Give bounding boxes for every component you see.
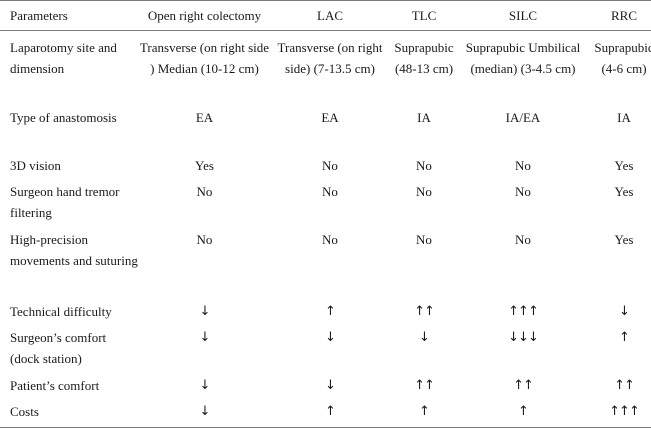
arrow-indicator: ↓ [199,378,211,393]
arrow-indicator: ↓ [325,378,336,393]
row-label: High-precision movements and suturing [10,232,138,268]
table-cell: No [196,232,213,247]
row-label: Laparotomy site and dimension [10,40,117,76]
table-cell: Yes [614,184,634,199]
row-label: Patient’s comfort [10,378,100,393]
header-tlc: TLC [389,0,459,31]
row-label: 3D vision [10,158,61,173]
table-row: Type of anastomosis EA EA IA IA/EA IA [0,105,651,153]
table-header-row: Parameters Open right colectomy LAC TLC … [0,0,651,31]
arrow-indicator: ↑↑ [414,304,435,319]
table-cell: No [322,232,338,247]
arrow-indicator: ↓ [138,399,271,428]
arrow-indicator: ↓↓↓ [508,330,539,345]
table-cell: Suprapubic (48-13 cm) [394,40,454,76]
arrow-indicator: ↑↑ [614,378,635,393]
arrow-indicator: ↓ [419,330,430,345]
table-cell: No [416,158,432,173]
table-row: Surgeon’s comfort (dock station) ↓ ↓ ↓ ↓… [0,325,651,373]
row-label: Costs [0,399,138,428]
row-label: Surgeon hand tremor filtering [10,184,120,220]
table-cell: No [515,158,531,173]
arrow-indicator: ↓ [619,304,630,319]
arrow-indicator: ↓ [199,330,211,345]
header-silc: SILC [459,0,587,31]
table-cell: No [322,158,338,173]
table-cell: Suprapubic (4-6 cm) [594,40,651,76]
table-cell: EA [321,110,339,125]
table-row: Technical difficulty ↓ ↑ ↑↑ ↑↑↑ ↓ [0,299,651,325]
table-cell: No [416,232,432,247]
table-cell: IA/EA [505,110,541,125]
table-row: Patient’s comfort ↓ ↓ ↑↑ ↑↑ ↑↑ [0,373,651,399]
table-cell: Transverse (on right side) (7-13.5 cm) [277,40,383,76]
table-cell: EA [195,110,214,125]
arrow-indicator: ↑ [325,304,336,319]
table-row: Surgeon hand tremor filtering No No No N… [0,179,651,227]
table-cell: No [515,184,531,199]
table-cell: IA [617,110,631,125]
arrow-indicator: ↑ [459,399,587,428]
table-cell: No [322,184,338,199]
header-open-right-colectomy: Open right colectomy [138,0,271,31]
table-cell: No [416,184,432,199]
table-cell: No [515,232,531,247]
table-cell: No [196,184,213,199]
table-cell: Suprapubic Umbilical (median) (3-4.5 cm) [465,40,581,76]
arrow-indicator: ↑↑ [513,378,534,393]
table-row: Costs ↓ ↑ ↑ ↑ ↑↑↑ [0,399,651,428]
arrow-indicator: ↑ [271,399,389,428]
table-cell: Yes [614,158,634,173]
table-row: 3D vision Yes No No No Yes [0,153,651,179]
arrow-indicator: ↑↑ [414,378,435,393]
arrow-indicator: ↑↑↑ [508,304,539,319]
table-cell: IA [417,110,431,125]
table-cell: Yes [195,158,214,173]
arrow-indicator: ↓ [199,304,211,319]
header-rrc: RRC [587,0,651,31]
arrow-indicator: ↓ [325,330,336,345]
arrow-indicator: ↑ [619,330,630,345]
row-label: Surgeon’s comfort (dock station) [10,330,107,366]
header-parameters: Parameters [0,0,138,31]
arrow-indicator: ↑ [389,399,459,428]
table-row: High-precision movements and suturing No… [0,227,651,299]
arrow-indicator: ↑↑↑ [587,399,651,428]
table-cell: Yes [614,232,634,247]
table-row: Laparotomy site and dimension Transverse… [0,31,651,106]
header-lac: LAC [271,0,389,31]
row-label: Technical difficulty [10,304,112,319]
row-label: Type of anastomosis [10,110,117,125]
table-cell: Transverse (on right side ) Median (10-1… [139,40,270,76]
